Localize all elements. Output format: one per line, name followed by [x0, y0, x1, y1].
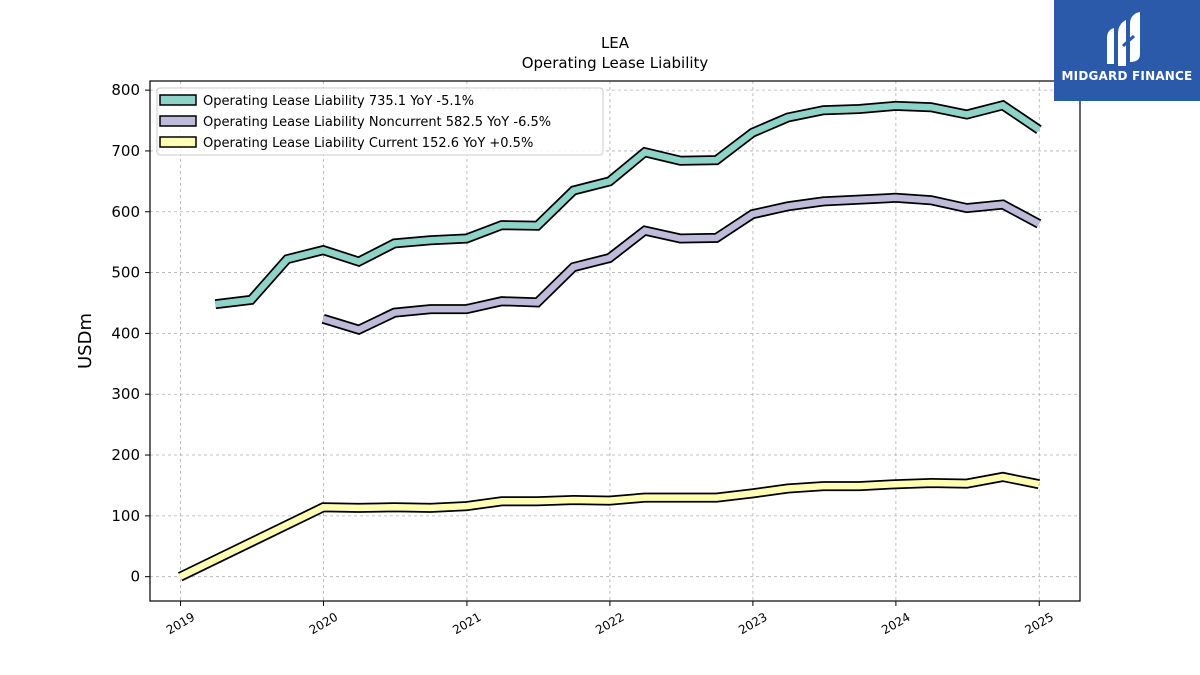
- brand-logo: MIDGARD FINANCE: [1054, 0, 1200, 101]
- y-tick-label: 400: [111, 324, 140, 342]
- y-tick-label: 300: [111, 385, 140, 403]
- y-tick-label: 800: [111, 81, 140, 99]
- chart-title: LEA: [601, 34, 630, 52]
- series-line: [215, 101, 1041, 308]
- legend-swatch: [159, 94, 197, 106]
- y-tick-label: 100: [111, 507, 140, 525]
- legend: Operating Lease Liability 735.1 YoY -5.1…: [156, 87, 604, 156]
- y-tick-label: 0: [130, 568, 140, 586]
- y-tick-label: 600: [111, 203, 140, 221]
- legend-label: Operating Lease Liability Current 152.6 …: [203, 136, 533, 151]
- x-tick-label: 2023: [736, 610, 769, 637]
- legend-swatch: [159, 136, 197, 148]
- plot-frame: [149, 80, 1081, 602]
- brand-mark-icon: [1107, 12, 1140, 66]
- x-tick-label: 2021: [450, 610, 483, 637]
- chart-subtitle: Operating Lease Liability: [522, 54, 709, 72]
- x-tick-label: 2025: [1023, 610, 1056, 637]
- series-lines: [178, 99, 1042, 582]
- legend-swatch: [159, 115, 197, 127]
- y-tick-label: 200: [111, 446, 140, 464]
- y-axis-label: USDm: [75, 313, 96, 369]
- x-tick-label: 2019: [164, 610, 197, 637]
- series-line: [178, 473, 1040, 580]
- legend-label: Operating Lease Liability Noncurrent 582…: [203, 115, 551, 130]
- legend-box: [156, 87, 604, 156]
- y-tick-label: 700: [111, 142, 140, 160]
- y-tick-label: 500: [111, 264, 140, 282]
- x-tick-label: 2020: [307, 610, 340, 637]
- axes: 0 100 200 300 400 500 600 700 800 2019 2020 2021 202…: [111, 81, 1056, 637]
- brand-name: MIDGARD FINANCE: [1061, 69, 1193, 83]
- grid: [150, 81, 1080, 601]
- legend-label: Operating Lease Liability 735.1 YoY -5.1…: [203, 94, 474, 109]
- series-line: [322, 194, 1041, 334]
- x-tick-label: 2022: [593, 610, 626, 637]
- x-tick-label: 2024: [879, 610, 912, 637]
